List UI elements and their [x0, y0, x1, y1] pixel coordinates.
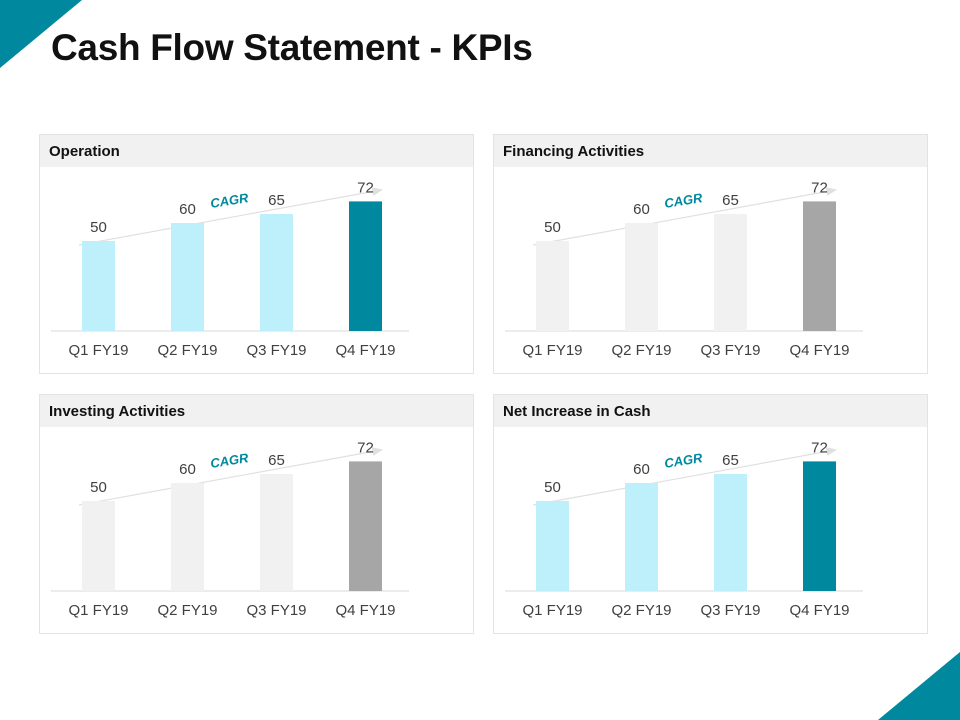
- panel-title: Net Increase in Cash: [494, 395, 927, 427]
- data-label: 50: [90, 479, 107, 496]
- data-label: 60: [179, 201, 196, 218]
- cagr-arrow: [532, 447, 838, 506]
- data-label: 65: [722, 192, 739, 209]
- x-tick-label: Q4 FY19: [789, 342, 849, 359]
- bar-q4-fy19: [803, 461, 836, 591]
- bar-q1-fy19: [82, 501, 115, 591]
- corner-accent-bottom-right: [878, 652, 960, 720]
- cagr-label: CAGR: [209, 450, 250, 471]
- data-label: 60: [633, 201, 650, 218]
- data-label: 60: [179, 461, 196, 478]
- investing-activities-panel: Investing Activities CAGR 50 Q1 FY19 60 Q2 F…: [39, 394, 474, 634]
- x-tick-label: Q3 FY19: [246, 342, 306, 359]
- x-tick-label: Q4 FY19: [335, 602, 395, 619]
- bar-q2-fy19: [625, 483, 658, 591]
- x-tick-label: Q1 FY19: [522, 342, 582, 359]
- cagr-arrow: [78, 187, 384, 246]
- bar-q3-fy19: [260, 474, 293, 591]
- x-tick-label: Q1 FY19: [68, 342, 128, 359]
- operation-panel: Operation CAGR 50 Q1 FY19 60 Q2 FY19 65 Q3 FY1…: [39, 134, 474, 374]
- cagr-arrow: [78, 447, 384, 506]
- data-label: 72: [811, 179, 828, 196]
- bar-q1-fy19: [536, 501, 569, 591]
- x-tick-label: Q4 FY19: [789, 602, 849, 619]
- bar-q3-fy19: [714, 474, 747, 591]
- panel-title: Operation: [40, 135, 473, 167]
- data-label: 65: [268, 452, 285, 469]
- data-label: 72: [357, 439, 374, 456]
- x-tick-label: Q1 FY19: [68, 602, 128, 619]
- bar-q2-fy19: [625, 223, 658, 331]
- investing-activities-bar-chart: CAGR 50 Q1 FY19 60 Q2 FY19 65 Q3 FY19 72 Q4 FY19: [51, 439, 409, 619]
- bar-q3-fy19: [260, 214, 293, 331]
- data-label: 72: [357, 179, 374, 196]
- data-label: 50: [90, 219, 107, 236]
- x-tick-label: Q1 FY19: [522, 602, 582, 619]
- x-tick-label: Q3 FY19: [700, 602, 760, 619]
- bar-q3-fy19: [714, 214, 747, 331]
- net-increase-in-cash-panel: Net Increase in Cash CAGR 50 Q1 FY19 60 Q2 F…: [493, 394, 928, 634]
- cagr-label: CAGR: [209, 190, 250, 211]
- bar-q2-fy19: [171, 223, 204, 331]
- cagr-arrow: [532, 187, 838, 246]
- x-tick-label: Q4 FY19: [335, 342, 395, 359]
- x-tick-label: Q2 FY19: [611, 602, 671, 619]
- bar-q2-fy19: [171, 483, 204, 591]
- x-tick-label: Q2 FY19: [157, 602, 217, 619]
- data-label: 50: [544, 479, 561, 496]
- x-tick-label: Q3 FY19: [700, 342, 760, 359]
- x-tick-label: Q2 FY19: [611, 342, 671, 359]
- net-increase-in-cash-bar-chart: CAGR 50 Q1 FY19 60 Q2 FY19 65 Q3 FY19 72 Q4 FY19: [505, 439, 863, 619]
- data-label: 65: [722, 452, 739, 469]
- panel-title: Investing Activities: [40, 395, 473, 427]
- data-label: 72: [811, 439, 828, 456]
- bar-q4-fy19: [349, 201, 382, 331]
- financing-activities-panel: Financing Activities CAGR 50 Q1 FY19 60 Q2 F…: [493, 134, 928, 374]
- bar-q1-fy19: [82, 241, 115, 331]
- data-label: 50: [544, 219, 561, 236]
- data-label: 65: [268, 192, 285, 209]
- bar-q4-fy19: [803, 201, 836, 331]
- panel-title: Financing Activities: [494, 135, 927, 167]
- x-tick-label: Q3 FY19: [246, 602, 306, 619]
- bar-q4-fy19: [349, 461, 382, 591]
- x-tick-label: Q2 FY19: [157, 342, 217, 359]
- page-title: Cash Flow Statement - KPIs: [51, 27, 533, 68]
- data-label: 60: [633, 461, 650, 478]
- bar-q1-fy19: [536, 241, 569, 331]
- financing-activities-bar-chart: CAGR 50 Q1 FY19 60 Q2 FY19 65 Q3 FY19 72 Q4 FY19: [505, 179, 863, 359]
- cagr-label: CAGR: [663, 190, 704, 211]
- operation-bar-chart: CAGR 50 Q1 FY19 60 Q2 FY19 65 Q3 FY19 72 Q4 FY19: [51, 179, 409, 359]
- cagr-label: CAGR: [663, 450, 704, 471]
